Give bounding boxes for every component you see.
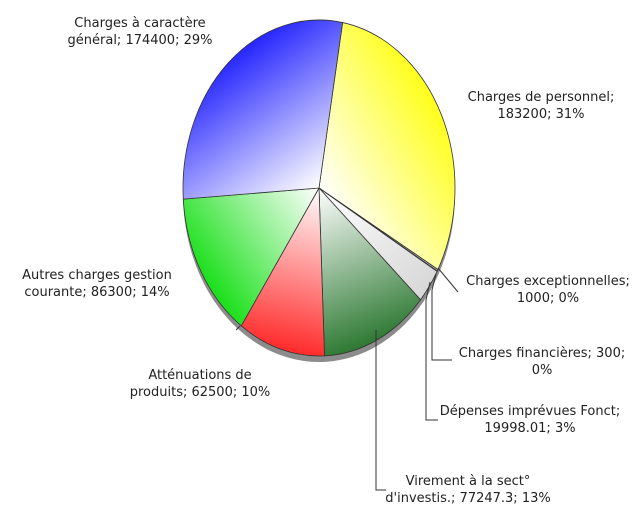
pie-slice: [318, 186, 422, 357]
leader-line: [425, 281, 438, 421]
leader-line: [437, 267, 459, 293]
slice-label: Charges de personnel; 183200; 31%: [467, 90, 615, 122]
slice-label: Atténuations de produits; 62500; 10%: [129, 368, 271, 400]
leader-line: [375, 330, 386, 491]
leader-line: [431, 273, 452, 361]
pie-slice: [240, 186, 325, 357]
slice-label: Charges à caractère général; 174400; 29%: [67, 16, 213, 48]
pie-slice: [182, 187, 320, 327]
slice-label: Autres charges gestion courante; 86300; …: [22, 268, 172, 300]
slice-label: Charges exceptionnelles; 1000; 0%: [466, 274, 630, 306]
pie-slice: [182, 19, 344, 200]
pie-slice: [318, 22, 456, 271]
slice-label: Charges financières; 300; 0%: [458, 346, 626, 378]
slice-label: Dépenses imprévues Fonct; 19998.01; 3%: [439, 404, 621, 436]
slices: [182, 19, 456, 357]
leader-line: [235, 325, 241, 331]
slice-label: Virement à la sect° d'investis.; 77247.3…: [385, 474, 551, 506]
